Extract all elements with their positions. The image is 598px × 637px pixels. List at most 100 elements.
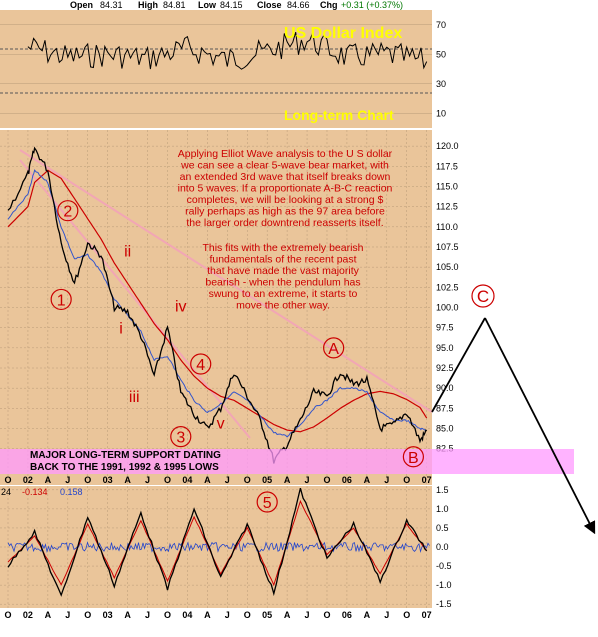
annotation-paragraph-1: Applying Elliot Wave analysis to the U S… xyxy=(178,148,393,229)
subwave-iii-label: iii xyxy=(129,389,140,406)
channel-upper-line xyxy=(19,149,433,413)
price-series xyxy=(7,146,428,464)
subwave-i-label: i xyxy=(119,320,123,337)
rsi-tick-label: 50 xyxy=(436,49,446,59)
price-tick-label: 115.0 xyxy=(436,181,458,191)
wave-4-label: 4 xyxy=(196,357,205,374)
macd-param: 24 xyxy=(1,487,11,497)
support-text-line-2: BACK TO THE 1991, 1992 & 1995 LOWS xyxy=(30,462,219,473)
price-x-tick-label: 02 xyxy=(23,475,33,485)
wave-a-circle xyxy=(323,337,345,359)
macd-panel: 24 -0.134 0.158 -1.5 -1.0 -0.5 0.0 0.5 1.0 1.5… xyxy=(0,485,452,620)
price-y-axis: 82.585.087.590.092.595.097.5100.0102.510… xyxy=(436,141,459,454)
price-tick-label: 95.0 xyxy=(436,343,454,353)
price-x-tick-label: 03 xyxy=(103,475,113,485)
chg-label: Chg xyxy=(320,0,338,10)
close-value: 84.66 xyxy=(287,0,310,10)
price-tick-label: 97.5 xyxy=(436,323,454,333)
macd-tick-label: -1.0 xyxy=(436,580,452,590)
price-tick-label: 120.0 xyxy=(436,141,459,151)
wave-5-circle xyxy=(256,491,278,513)
price-x-tick-label: J xyxy=(384,475,389,485)
annotation-line: into 5 waves. If a proportionate A-B-C r… xyxy=(178,183,393,195)
wave-c-label: C xyxy=(477,287,489,306)
price-x-tick-label: J xyxy=(65,475,70,485)
rsi-y-axis: 10 30 50 70 xyxy=(436,20,446,119)
price-x-tick-label: J xyxy=(225,475,230,485)
wave-3-label: 3 xyxy=(176,430,185,447)
macd-x-tick-label: O xyxy=(403,610,410,620)
macd-x-tick-label: J xyxy=(305,610,310,620)
macd-x-tick-label: A xyxy=(45,610,52,620)
price-x-tick-label: O xyxy=(323,475,330,485)
macd-x-tick-label: 07 xyxy=(422,610,432,620)
rsi-series xyxy=(27,30,428,70)
price-tick-label: 105.0 xyxy=(436,262,459,272)
annotation-line: that have made the vast majority xyxy=(207,265,359,277)
rsi-tick-label: 70 xyxy=(436,20,446,30)
price-tick-label: 107.5 xyxy=(436,242,459,252)
macd-x-tick-label: O xyxy=(244,610,251,620)
macd-x-tick-label: O xyxy=(164,610,171,620)
wave-2-circle xyxy=(57,200,79,222)
macd-x-tick-label: J xyxy=(65,610,70,620)
price-tick-label: 117.5 xyxy=(436,161,458,171)
macd-value-1: -0.134 xyxy=(22,487,48,497)
macd-x-tick-label: 06 xyxy=(342,610,352,620)
price-x-tick-label: A xyxy=(284,475,291,485)
macd-value-2: 0.158 xyxy=(60,487,83,497)
price-tick-label: 87.5 xyxy=(436,403,454,413)
price-x-tick-label: O xyxy=(84,475,91,485)
wave-b-circle xyxy=(402,446,424,468)
macd-tick-label: -0.5 xyxy=(436,561,452,571)
wave-5-label: 5 xyxy=(263,495,272,512)
chart-subtitle: Long-term Chart xyxy=(284,107,394,123)
price-x-tick-label: O xyxy=(4,475,11,485)
rsi-tick-label: 10 xyxy=(436,108,446,118)
support-text-line-1: MAJOR LONG-TERM SUPPORT DATING xyxy=(30,450,221,461)
projection-up-line xyxy=(431,317,486,413)
annotation-line: rally perhaps as high as the 97 area bef… xyxy=(185,206,385,218)
macd-x-tick-label: A xyxy=(284,610,291,620)
high-value: 84.81 xyxy=(163,0,186,10)
macd-tick-label: 0.0 xyxy=(436,542,449,552)
price-tick-label: 82.5 xyxy=(436,444,454,454)
open-value: 84.31 xyxy=(100,0,123,10)
subwave-v-label: v xyxy=(217,416,225,433)
close-label: Close xyxy=(257,0,282,10)
rsi-panel: 10 30 50 70 US Dollar Index Long-term Chart xyxy=(0,10,446,128)
macd-x-tick-label: A xyxy=(124,610,131,620)
price-x-tick-label: 04 xyxy=(182,475,192,485)
annotation-line: an extended 3rd wave that itself breaks … xyxy=(180,171,391,183)
subwave-ii-label: ii xyxy=(124,244,131,261)
macd-line xyxy=(7,488,428,597)
macd-x-tick-label: J xyxy=(225,610,230,620)
price-x-tick-label: 07 xyxy=(422,475,432,485)
support-band xyxy=(0,449,574,474)
macd-tick-label: 1.0 xyxy=(436,504,449,514)
annotation-paragraph-2: This fits with the extremely bearish fund… xyxy=(202,242,363,312)
price-tick-label: 102.5 xyxy=(436,282,459,292)
annotation-line: the larger order downtrend reasserts its… xyxy=(186,217,383,229)
macd-tick-label: 1.5 xyxy=(436,485,449,495)
price-tick-label: 85.0 xyxy=(436,424,454,434)
macd-tick-label: -1.5 xyxy=(436,599,452,609)
macd-x-tick-label: A xyxy=(204,610,211,620)
high-label: High xyxy=(138,0,158,10)
price-x-tick-label: O xyxy=(164,475,171,485)
price-x-tick-label: A xyxy=(204,475,211,485)
wave-b-label: B xyxy=(408,450,419,467)
wave-a-label: A xyxy=(328,341,339,358)
wave-3-circle xyxy=(170,425,192,448)
macd-x-tick-label: O xyxy=(4,610,11,620)
price-x-tick-label: A xyxy=(124,475,131,485)
macd-x-tick-label: O xyxy=(84,610,91,620)
price-panel: 82.585.087.590.092.595.097.5100.0102.510… xyxy=(0,130,459,485)
price-tick-label: 112.5 xyxy=(436,202,458,212)
macd-x-tick-label: 05 xyxy=(262,610,272,620)
annotation-line: bearish - when the pendulum has xyxy=(205,277,360,289)
price-x-tick-label: A xyxy=(364,475,371,485)
macd-x-axis: O 02 A J O 03 A J O 04 A J O 05 A J O 06 A J O 07 xyxy=(4,610,431,620)
